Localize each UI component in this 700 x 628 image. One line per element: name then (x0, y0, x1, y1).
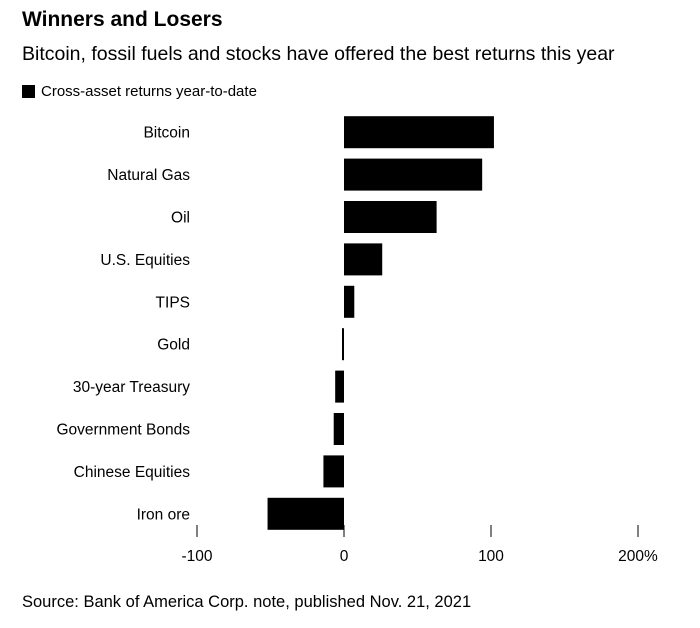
category-label-government-bonds: Government Bonds (56, 422, 190, 439)
chart-legend: Cross-asset returns year-to-date (22, 83, 257, 100)
category-label-oil: Oil (171, 210, 190, 227)
bar-bitcoin (344, 116, 494, 149)
category-label-u-s-equities: U.S. Equities (100, 252, 190, 269)
bar-natural-gas (344, 158, 483, 191)
chart-subtitle: Bitcoin, fossil fuels and stocks have of… (22, 43, 615, 65)
bar-gold (342, 328, 344, 361)
chart-source: Source: Bank of America Corp. note, publ… (22, 593, 472, 611)
x-tick-label: 0 (340, 548, 349, 565)
x-tick-label: -100 (181, 548, 212, 565)
category-label-iron-ore: Iron ore (137, 506, 190, 523)
bar-u-s-equities (344, 243, 383, 276)
bar-iron-ore (267, 497, 344, 530)
x-tick-label: 200% (618, 548, 658, 565)
bar-chinese-equities (323, 455, 344, 488)
category-label-gold: Gold (157, 337, 190, 354)
legend-label: Cross-asset returns year-to-date (41, 83, 257, 100)
category-label-natural-gas: Natural Gas (107, 167, 190, 184)
chart-title: Winners and Losers (22, 8, 223, 31)
category-label-30-year-treasury: 30-year Treasury (73, 379, 190, 396)
bar-30-year-treasury (335, 370, 344, 403)
x-tick-label: 100 (478, 548, 504, 565)
bar-oil (344, 201, 437, 233)
category-label-chinese-equities: Chinese Equities (74, 464, 191, 481)
category-label-tips: TIPS (156, 294, 190, 311)
legend-swatch (22, 85, 35, 98)
bar-government-bonds (333, 413, 344, 445)
category-label-bitcoin: Bitcoin (143, 125, 190, 142)
bar-tips (344, 285, 355, 318)
